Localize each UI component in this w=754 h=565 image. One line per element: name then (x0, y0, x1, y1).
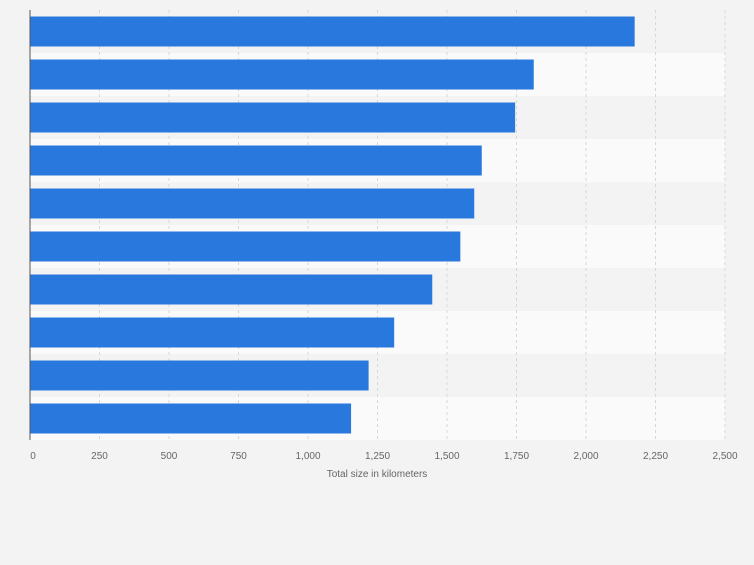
bar (30, 102, 516, 133)
x-tick-label: 500 (161, 451, 178, 462)
x-tick-label: 1,750 (504, 451, 529, 462)
x-tick-label: 1,250 (365, 451, 390, 462)
bar (30, 231, 461, 262)
bars (30, 16, 635, 434)
bar (30, 403, 352, 434)
x-tick-label: 750 (230, 451, 247, 462)
x-tick-label: 2,250 (643, 451, 668, 462)
bar (30, 59, 534, 90)
x-tick-label: 0 (30, 451, 36, 462)
x-axis-ticks: 0 250 500 750 1,000 1,250 1,500 1,750 2,000 2,250… (30, 451, 738, 462)
bar (30, 317, 395, 348)
x-tick-label: 1,500 (434, 451, 459, 462)
x-tick-label: 250 (91, 451, 108, 462)
x-tick-label: 1,000 (295, 451, 320, 462)
bar (30, 188, 475, 219)
x-axis-label: Total size in kilometers (327, 469, 428, 480)
x-tick-label: 2,500 (712, 451, 737, 462)
x-tick-label: 2,000 (573, 451, 598, 462)
bar (30, 360, 369, 391)
bar (30, 145, 482, 176)
bar (30, 16, 635, 47)
bar (30, 274, 433, 305)
